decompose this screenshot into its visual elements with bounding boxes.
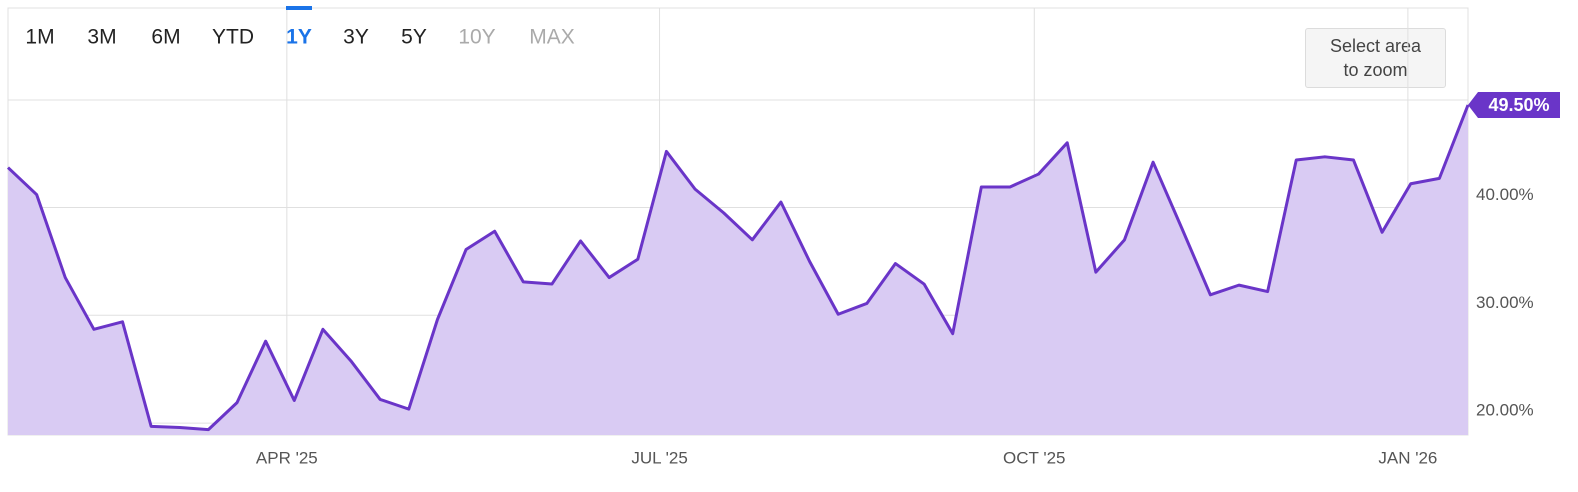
x-tick-label: JUL '25 xyxy=(631,448,687,467)
range-button[interactable]: 3M xyxy=(87,26,116,49)
zoom-hint: Select area to zoom xyxy=(1305,28,1446,88)
range-button[interactable]: 3Y xyxy=(343,26,369,49)
last-value-badge xyxy=(1468,92,1560,119)
range-button[interactable]: YTD xyxy=(212,26,254,49)
range-button: MAX xyxy=(529,26,575,49)
x-tick-label: JAN '26 xyxy=(1378,448,1437,467)
y-tick-label: 20.00% xyxy=(1476,401,1534,420)
selected-indicator xyxy=(286,6,312,10)
zoom-hint-box: Select area to zoom xyxy=(1305,28,1446,88)
range-button[interactable]: 1M xyxy=(25,26,54,49)
line xyxy=(6,104,1470,432)
range-button[interactable]: 5Y xyxy=(401,26,427,49)
range-button: 10Y xyxy=(458,26,495,49)
last-value-label: 49.50% xyxy=(1488,95,1549,115)
area-fill xyxy=(8,105,1468,435)
range-button[interactable]: 1Y xyxy=(286,26,312,49)
y-tick-label: 40.00% xyxy=(1476,185,1534,204)
x-tick-label: APR '25 xyxy=(256,448,318,467)
range-button[interactable]: 6M xyxy=(151,26,180,49)
y-tick-label: 30.00% xyxy=(1476,293,1534,312)
x-tick-label: OCT '25 xyxy=(1003,448,1065,467)
